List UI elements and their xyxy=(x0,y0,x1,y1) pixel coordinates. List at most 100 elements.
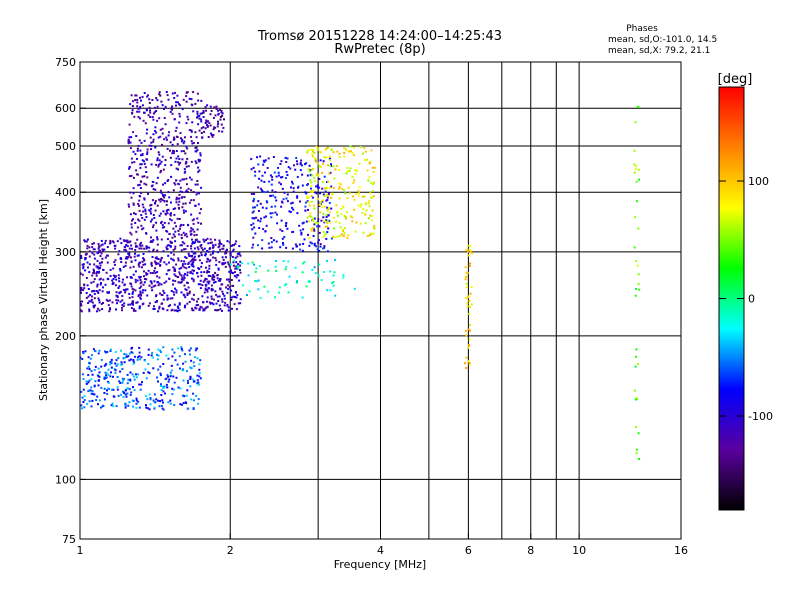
data-point xyxy=(178,115,181,118)
data-point xyxy=(175,157,178,160)
data-point xyxy=(200,127,203,130)
data-point xyxy=(150,203,153,206)
data-point xyxy=(184,202,187,205)
y-tick-label: 500 xyxy=(55,140,76,153)
data-point xyxy=(122,288,125,291)
data-point xyxy=(172,259,175,262)
data-point xyxy=(192,257,195,260)
data-point xyxy=(118,285,121,288)
data-point xyxy=(348,150,351,153)
data-point xyxy=(271,212,274,215)
data-point xyxy=(205,284,208,287)
data-point xyxy=(326,289,329,292)
data-point xyxy=(165,354,168,357)
data-point xyxy=(140,285,142,288)
data-point xyxy=(131,291,134,294)
data-point xyxy=(310,148,313,151)
data-point xyxy=(331,282,334,284)
data-point xyxy=(104,242,106,245)
data-point xyxy=(221,112,224,115)
data-point xyxy=(200,99,203,102)
data-point xyxy=(340,207,343,210)
data-point xyxy=(318,231,321,234)
data-point xyxy=(147,348,150,351)
data-point xyxy=(142,210,145,213)
data-point xyxy=(200,208,202,211)
data-point xyxy=(186,245,189,248)
data-point xyxy=(138,183,141,186)
data-point xyxy=(326,221,329,224)
data-point xyxy=(88,263,91,266)
data-point xyxy=(182,379,185,382)
data-point xyxy=(296,196,299,199)
data-point xyxy=(94,304,96,307)
data-point xyxy=(135,301,138,304)
data-point xyxy=(109,348,112,351)
data-point xyxy=(202,280,205,283)
data-point xyxy=(183,266,186,269)
data-point xyxy=(296,280,298,283)
data-point xyxy=(104,376,107,379)
data-point xyxy=(305,220,308,223)
data-point xyxy=(339,183,342,186)
data-point xyxy=(189,378,192,380)
data-point xyxy=(131,296,134,299)
data-point xyxy=(159,374,162,377)
data-point xyxy=(138,383,141,386)
data-point xyxy=(263,180,266,183)
data-point xyxy=(191,250,194,253)
data-point xyxy=(106,393,109,395)
data-point xyxy=(226,284,229,287)
data-point xyxy=(198,307,201,310)
data-point xyxy=(173,235,176,238)
data-point xyxy=(90,378,93,381)
data-point xyxy=(176,101,179,104)
data-point xyxy=(160,169,162,172)
data-point xyxy=(131,346,134,349)
data-point xyxy=(325,219,328,222)
data-point xyxy=(180,260,183,263)
data-point xyxy=(100,386,103,389)
data-point xyxy=(80,289,82,292)
data-point xyxy=(97,247,100,250)
data-point xyxy=(172,253,175,256)
data-point xyxy=(88,300,91,303)
data-point xyxy=(198,129,201,132)
data-point xyxy=(88,310,91,313)
data-point xyxy=(634,216,637,219)
data-point xyxy=(209,259,212,262)
data-point xyxy=(141,217,144,219)
data-point xyxy=(175,289,178,292)
data-point xyxy=(153,406,156,409)
data-point xyxy=(134,222,137,224)
data-point xyxy=(105,372,108,375)
data-point xyxy=(130,285,133,288)
data-point xyxy=(152,367,155,370)
data-point xyxy=(137,144,140,147)
data-point xyxy=(274,265,277,268)
data-point xyxy=(123,356,126,359)
data-point xyxy=(338,152,341,155)
data-point xyxy=(196,357,199,360)
data-point xyxy=(171,355,174,358)
data-point xyxy=(111,279,114,282)
data-point xyxy=(185,289,188,292)
data-point xyxy=(156,271,159,274)
data-point xyxy=(161,132,164,135)
data-point xyxy=(142,371,145,374)
data-point xyxy=(93,297,96,300)
data-point xyxy=(145,132,148,135)
data-point xyxy=(175,309,177,312)
data-point xyxy=(173,97,176,99)
data-point xyxy=(292,187,295,190)
data-point xyxy=(280,160,283,163)
data-point xyxy=(338,187,340,190)
data-point xyxy=(136,101,139,104)
data-point xyxy=(116,388,119,391)
data-point xyxy=(83,406,86,409)
data-point xyxy=(281,201,284,204)
data-point xyxy=(94,350,97,353)
data-point xyxy=(124,261,127,264)
data-point xyxy=(198,372,201,375)
data-point xyxy=(204,287,207,290)
